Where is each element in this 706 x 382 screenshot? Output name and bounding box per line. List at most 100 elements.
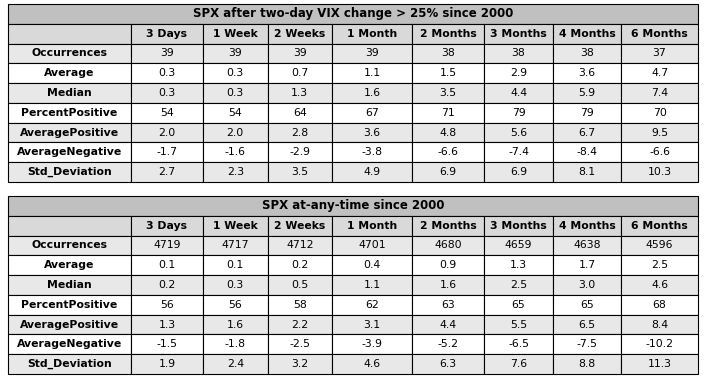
- Text: 38: 38: [580, 49, 594, 58]
- Bar: [332, 236, 412, 255]
- Bar: [8, 295, 131, 315]
- Text: 2.0: 2.0: [227, 128, 244, 138]
- Text: 58: 58: [293, 300, 306, 310]
- Text: 4680: 4680: [434, 240, 462, 251]
- Bar: [332, 335, 412, 354]
- Bar: [332, 44, 412, 63]
- Bar: [553, 354, 621, 374]
- Text: 1 Month: 1 Month: [347, 29, 397, 39]
- Text: 7.6: 7.6: [510, 359, 527, 369]
- Bar: [412, 83, 484, 103]
- Bar: [268, 123, 332, 142]
- Bar: [131, 63, 203, 83]
- Text: 2.3: 2.3: [227, 167, 244, 177]
- Text: 37: 37: [652, 49, 666, 58]
- Text: 0.3: 0.3: [227, 68, 244, 78]
- Text: 54: 54: [229, 108, 242, 118]
- Text: Average: Average: [44, 68, 95, 78]
- Text: 4719: 4719: [153, 240, 181, 251]
- Bar: [484, 354, 553, 374]
- Text: 1.7: 1.7: [578, 260, 595, 270]
- Bar: [8, 216, 131, 236]
- Bar: [621, 123, 698, 142]
- Text: Median: Median: [47, 88, 92, 98]
- Text: 1.1: 1.1: [364, 68, 381, 78]
- Bar: [8, 255, 131, 275]
- Bar: [553, 103, 621, 123]
- Bar: [412, 216, 484, 236]
- Bar: [412, 315, 484, 335]
- Bar: [553, 162, 621, 182]
- Text: -7.5: -7.5: [576, 339, 597, 349]
- Bar: [621, 83, 698, 103]
- Bar: [203, 315, 268, 335]
- Bar: [268, 83, 332, 103]
- Bar: [203, 103, 268, 123]
- Text: -2.9: -2.9: [289, 147, 310, 157]
- Text: -3.8: -3.8: [361, 147, 383, 157]
- Bar: [203, 123, 268, 142]
- Text: 2 Weeks: 2 Weeks: [274, 221, 325, 231]
- Text: 71: 71: [441, 108, 455, 118]
- Text: 1.5: 1.5: [440, 68, 457, 78]
- Text: 9.5: 9.5: [651, 128, 668, 138]
- Text: 39: 39: [293, 49, 306, 58]
- Text: 2.0: 2.0: [158, 128, 176, 138]
- Bar: [8, 103, 131, 123]
- Bar: [8, 4, 698, 24]
- Bar: [553, 24, 621, 44]
- Bar: [131, 216, 203, 236]
- Text: 0.4: 0.4: [364, 260, 381, 270]
- Bar: [553, 236, 621, 255]
- Text: -1.8: -1.8: [225, 339, 246, 349]
- Text: 0.7: 0.7: [291, 68, 309, 78]
- Bar: [621, 44, 698, 63]
- Bar: [484, 103, 553, 123]
- Bar: [553, 44, 621, 63]
- Text: 63: 63: [441, 300, 455, 310]
- Text: 2.4: 2.4: [227, 359, 244, 369]
- Bar: [8, 83, 131, 103]
- Bar: [621, 275, 698, 295]
- Text: 8.4: 8.4: [651, 320, 668, 330]
- Text: 8.8: 8.8: [578, 359, 595, 369]
- Text: 39: 39: [160, 49, 174, 58]
- Text: 8.1: 8.1: [578, 167, 595, 177]
- Bar: [412, 63, 484, 83]
- Bar: [332, 354, 412, 374]
- Text: 54: 54: [160, 108, 174, 118]
- Text: 1.9: 1.9: [158, 359, 176, 369]
- Bar: [268, 44, 332, 63]
- Text: 5.6: 5.6: [510, 128, 527, 138]
- Bar: [131, 83, 203, 103]
- Text: 2.9: 2.9: [510, 68, 527, 78]
- Text: -8.4: -8.4: [576, 147, 597, 157]
- Text: 2.7: 2.7: [158, 167, 176, 177]
- Text: 6.3: 6.3: [440, 359, 457, 369]
- Bar: [131, 103, 203, 123]
- Bar: [484, 44, 553, 63]
- Text: 0.3: 0.3: [227, 280, 244, 290]
- Bar: [8, 162, 131, 182]
- Bar: [131, 24, 203, 44]
- Text: 2 Months: 2 Months: [420, 221, 477, 231]
- Bar: [332, 295, 412, 315]
- Bar: [8, 315, 131, 335]
- Bar: [203, 255, 268, 275]
- Bar: [553, 295, 621, 315]
- Text: -1.6: -1.6: [225, 147, 246, 157]
- Text: 4.6: 4.6: [651, 280, 668, 290]
- Text: 0.2: 0.2: [291, 260, 309, 270]
- Text: 0.2: 0.2: [158, 280, 176, 290]
- Text: -6.6: -6.6: [649, 147, 670, 157]
- Bar: [268, 236, 332, 255]
- Bar: [203, 216, 268, 236]
- Text: 3.5: 3.5: [440, 88, 457, 98]
- Text: 2.2: 2.2: [291, 320, 309, 330]
- Bar: [203, 44, 268, 63]
- Text: 38: 38: [512, 49, 525, 58]
- Bar: [268, 315, 332, 335]
- Bar: [203, 162, 268, 182]
- Text: 39: 39: [229, 49, 242, 58]
- Bar: [621, 24, 698, 44]
